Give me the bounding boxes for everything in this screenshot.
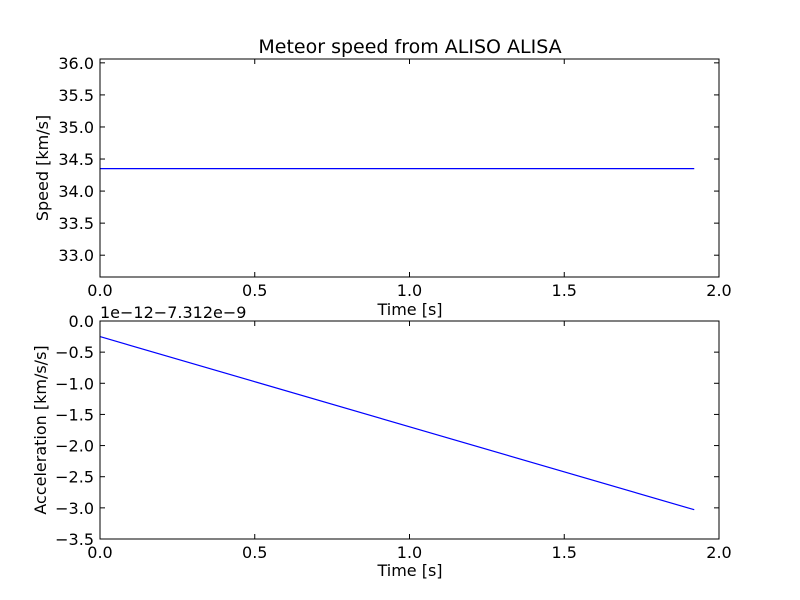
speed-y-tick-label: 34.0	[58, 182, 94, 201]
speed-x-tick-label: 0.0	[87, 281, 112, 300]
acceleration-y-tick-label: −2.0	[55, 437, 94, 456]
acceleration-x-tick-label: 0.5	[242, 543, 267, 562]
speed-x-tick-label: 1.0	[397, 281, 422, 300]
acceleration-x-tick-label: 0.0	[87, 543, 112, 562]
acceleration-offset-text: 1e−12−7.312e−9	[100, 303, 246, 322]
acceleration-y-tick-label: −1.5	[55, 405, 94, 424]
acceleration-y-axis-label: Acceleration [km/s/s]	[31, 345, 50, 514]
speed-x-tick-label: 2.0	[706, 281, 731, 300]
acceleration-panel: 1e−12−7.312e−9 Time [s] Acceleration [km…	[31, 303, 732, 580]
speed-panel: Time [s] Speed [km/s] 0.0 0.5 1.0 1.5 2.0 33.…	[33, 54, 732, 319]
speed-y-tick-label: 35.5	[58, 86, 94, 105]
speed-y-tick-label: 36.0	[58, 54, 94, 73]
acceleration-y-tick-label: −1.0	[55, 374, 94, 393]
speed-x-tick-label: 0.5	[242, 281, 267, 300]
speed-y-tick-label: 33.0	[58, 246, 94, 265]
speed-x-tick-label: 1.5	[552, 281, 577, 300]
acceleration-y-tick-label: −2.5	[55, 468, 94, 487]
acceleration-x-tick-label: 1.0	[397, 543, 422, 562]
speed-y-axis-label: Speed [km/s]	[33, 115, 52, 221]
acceleration-x-axis-label: Time [s]	[376, 561, 442, 580]
speed-y-tick-label: 34.5	[58, 150, 94, 169]
acceleration-x-tick-label: 1.5	[552, 543, 577, 562]
speed-x-axis-label: Time [s]	[376, 300, 442, 319]
acceleration-y-tick-label: −0.5	[55, 343, 94, 362]
acceleration-y-tick-label: −3.5	[55, 530, 94, 549]
chart-title: Meteor speed from ALISO ALISA	[258, 36, 561, 58]
acceleration-x-tick-label: 2.0	[706, 543, 731, 562]
speed-y-tick-label: 35.0	[58, 118, 94, 137]
acceleration-series-line-0	[99, 335, 695, 511]
acceleration-y-tick-label: −3.0	[55, 499, 94, 518]
speed-y-tick-label: 33.5	[58, 214, 94, 233]
acceleration-y-tick-label: 0.0	[69, 312, 94, 331]
